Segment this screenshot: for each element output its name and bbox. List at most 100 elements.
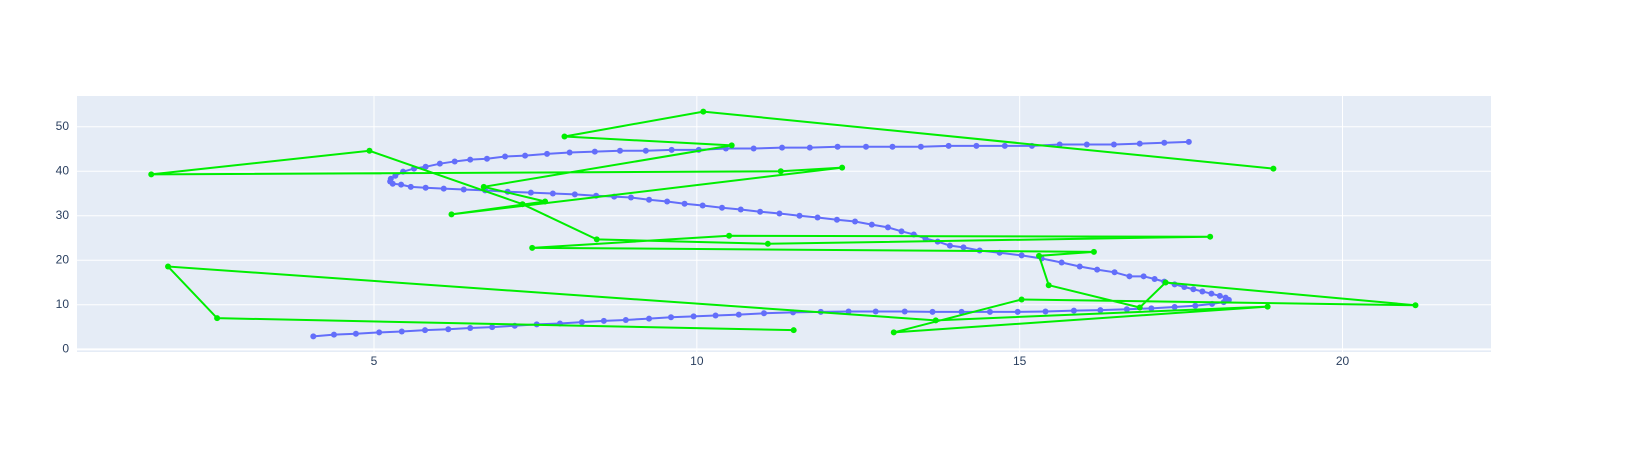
marker	[958, 308, 965, 315]
marker	[566, 149, 573, 156]
marker	[165, 263, 172, 270]
marker	[719, 204, 726, 211]
marker	[642, 147, 649, 154]
marker	[986, 308, 993, 315]
marker	[617, 147, 624, 154]
marker	[422, 327, 429, 334]
marker	[1036, 252, 1043, 259]
marker	[542, 198, 549, 205]
marker	[806, 144, 813, 151]
marker	[728, 142, 735, 149]
marker	[1190, 286, 1197, 293]
marker	[561, 133, 568, 140]
marker	[1110, 141, 1117, 148]
marker	[1207, 233, 1214, 240]
marker	[422, 184, 429, 191]
marker	[735, 311, 742, 318]
marker	[1192, 302, 1199, 309]
marker	[890, 329, 897, 336]
marker	[1148, 305, 1155, 312]
y-tick-label: 50	[56, 119, 70, 133]
marker	[884, 224, 891, 231]
marker	[214, 315, 221, 322]
marker	[839, 164, 846, 171]
marker	[578, 319, 585, 326]
y-tick-label: 30	[56, 208, 70, 222]
marker	[519, 201, 526, 208]
marker	[777, 168, 784, 175]
marker	[973, 142, 980, 149]
marker	[852, 218, 859, 225]
marker	[1136, 140, 1143, 147]
marker	[440, 185, 447, 192]
marker	[310, 333, 317, 340]
marker	[646, 196, 653, 203]
x-tick-label: 20	[1336, 354, 1350, 368]
marker	[1076, 263, 1083, 270]
x-tick-label: 15	[1013, 354, 1027, 368]
series-line	[151, 110, 1416, 334]
marker	[868, 221, 875, 228]
marker	[522, 152, 529, 159]
marker	[1018, 296, 1025, 303]
marker	[1083, 141, 1090, 148]
marker	[700, 108, 707, 115]
y-tick-label: 40	[56, 163, 70, 177]
marker	[407, 183, 414, 190]
marker	[898, 228, 905, 235]
marker	[1270, 165, 1277, 172]
marker	[1014, 308, 1021, 315]
marker	[750, 145, 757, 152]
marker	[946, 242, 953, 249]
marker	[1136, 304, 1143, 311]
marker	[917, 143, 924, 150]
marker	[1111, 269, 1118, 276]
marker	[627, 194, 634, 201]
marker	[600, 317, 607, 324]
marker	[1045, 282, 1052, 289]
marker	[712, 312, 719, 319]
x-tick-label: 5	[371, 354, 378, 368]
x-tick-label: 10	[690, 354, 704, 368]
marker	[544, 150, 551, 157]
marker	[1161, 139, 1168, 146]
marker	[845, 308, 852, 315]
marker	[1070, 307, 1077, 314]
marker	[1199, 288, 1206, 295]
marker	[467, 324, 474, 331]
marker	[814, 214, 821, 221]
marker	[699, 202, 706, 209]
marker	[593, 236, 600, 243]
marker	[489, 324, 496, 331]
marker	[1208, 290, 1215, 297]
marker	[502, 153, 509, 160]
marker	[960, 244, 967, 251]
marker	[833, 216, 840, 223]
marker	[834, 143, 841, 150]
marker	[681, 200, 688, 207]
marker	[668, 146, 675, 153]
marker	[467, 156, 474, 163]
marker	[1171, 304, 1178, 311]
marker	[398, 181, 405, 188]
marker	[1412, 302, 1419, 309]
marker	[445, 326, 452, 333]
marker	[392, 172, 399, 179]
y-tick-label: 10	[56, 297, 70, 311]
marker	[1094, 266, 1101, 273]
marker	[764, 240, 771, 247]
marker	[737, 206, 744, 213]
y-tick-label: 0	[62, 342, 69, 356]
marker	[1042, 308, 1049, 315]
marker	[760, 310, 767, 317]
marker	[668, 314, 675, 321]
marker	[1181, 283, 1188, 290]
marker	[460, 186, 467, 193]
marker	[664, 198, 671, 205]
marker	[398, 328, 405, 335]
marker	[1151, 275, 1158, 282]
y-tick-label: 20	[56, 252, 70, 266]
marker	[330, 331, 337, 338]
marker	[1001, 142, 1008, 149]
marker	[387, 175, 394, 182]
